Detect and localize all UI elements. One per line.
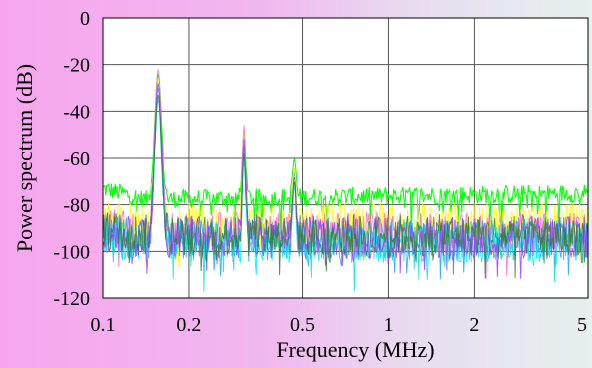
x-tick-label: 1: [383, 314, 393, 336]
y-tick-label: -60: [63, 148, 90, 170]
y-tick-labels: 0 -20 -40 -60 -80 -100 -120: [53, 8, 90, 310]
y-tick-label: -80: [63, 195, 90, 217]
plot-frame: [102, 17, 589, 299]
y-tick-label: -100: [53, 241, 90, 263]
y-tick-label: 0: [80, 8, 90, 30]
x-tick-label: 0.5: [290, 314, 315, 336]
spectrum-series-line: [102, 94, 589, 279]
x-tick-labels: 0.1 0.2 0.5 1 2 5: [91, 314, 588, 336]
x-tick-label: 2: [469, 314, 479, 336]
y-axis-label: Power spectrum (dB): [12, 64, 37, 252]
series-layer: [102, 69, 589, 292]
y-tick-label: -120: [53, 288, 90, 310]
x-tick-label: 5: [577, 314, 587, 336]
x-tick-label: 0.2: [176, 314, 201, 336]
y-tick-label: -40: [63, 101, 90, 123]
y-tick-label: -20: [63, 55, 90, 77]
x-axis-label: Frequency (MHz): [276, 337, 434, 362]
x-tick-label: 0.1: [91, 314, 116, 336]
spectrum-series-line: [102, 73, 589, 235]
